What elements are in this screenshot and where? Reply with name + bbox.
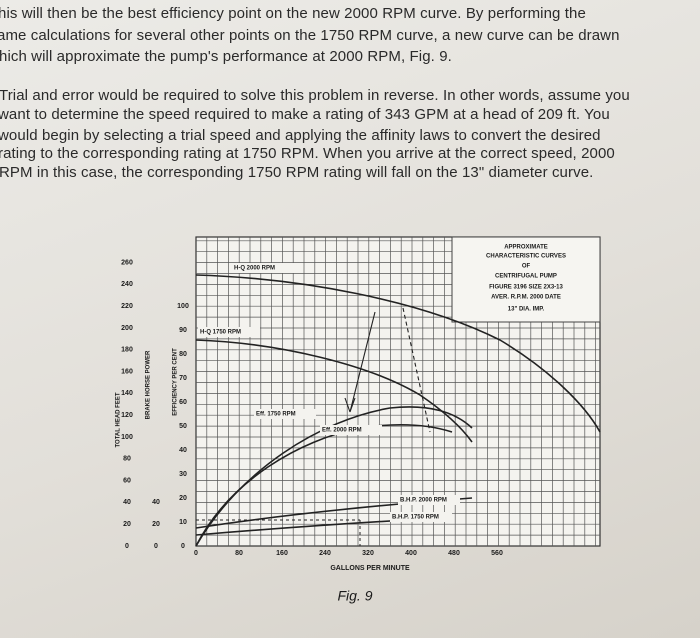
efficiency-tick-label: 90 — [179, 327, 187, 334]
x-axis-title: GALLONS PER MINUTE — [330, 565, 410, 572]
curve-label: B.H.P. 1750 RPM — [392, 515, 439, 521]
label-backdrop — [232, 263, 294, 273]
box-line: 13" DIA. IMP. — [508, 307, 545, 313]
head-tick-label: 100 — [121, 434, 133, 441]
head-tick-label: 260 — [121, 259, 133, 266]
head-tick-label: 160 — [121, 368, 133, 375]
figure-caption: Fig. 9 — [337, 588, 372, 604]
efficiency-tick-label: 10 — [179, 519, 187, 526]
label-backdrop — [390, 512, 452, 522]
head-tick-label: 220 — [121, 303, 133, 310]
head-tick-label: 180 — [121, 347, 133, 354]
text-line: would begin by selecting a trial speed a… — [0, 127, 601, 144]
dashed-line — [402, 307, 431, 433]
head-tick-label: 0 — [125, 543, 129, 550]
curve-label: Eff. 1750 RPM — [256, 412, 296, 418]
title-box — [451, 236, 601, 323]
box-line: APPROXIMATE — [504, 245, 548, 251]
arrow — [344, 311, 376, 413]
hp-axis-title: BRAKE HORSE POWER — [146, 350, 152, 419]
hq-2000-curve — [195, 274, 601, 433]
head-tick-label: 40 — [123, 499, 131, 506]
curve-label: Eff. 2000 RPM — [322, 428, 362, 434]
efficiency-axis-title: EFFICIENCY PER CENT — [173, 348, 179, 416]
head-axis-title: TOTAL HEAD FEET — [116, 392, 122, 447]
head-tick-label: 240 — [121, 281, 133, 288]
efficiency-tick-label: 50 — [179, 423, 187, 430]
head-tick-label: 60 — [123, 477, 131, 484]
text-line: want to determine the speed required to … — [0, 106, 610, 123]
label-backdrop — [198, 327, 260, 337]
efficiency-tick-label: 0 — [181, 543, 185, 550]
text-line: hich will approximate the pump's perform… — [0, 48, 452, 65]
text-line: his will then be the best efficiency poi… — [0, 5, 586, 22]
hp-tick-label: 0 — [154, 543, 158, 550]
eff-2000-curve — [195, 406, 473, 547]
x-tick-label: 0 — [194, 550, 198, 557]
box-line: FIGURE 3196 SIZE 2X3-13 — [489, 285, 563, 291]
x-tick-label: 560 — [491, 550, 503, 557]
label-backdrop — [254, 409, 316, 419]
efficiency-tick-label: 80 — [179, 351, 187, 358]
label-backdrop — [320, 425, 382, 435]
efficiency-tick-label: 70 — [179, 375, 187, 382]
text-line: ame calculations for several other point… — [0, 27, 620, 44]
box-line: AVER. R.P.M. 2000 DATE — [491, 295, 561, 301]
text-line: RPM in this case, the corresponding 1750… — [0, 164, 594, 181]
x-tick-label: 80 — [235, 550, 243, 557]
head-tick-label: 140 — [121, 390, 133, 397]
x-tick-label: 320 — [362, 550, 374, 557]
x-tick-label: 160 — [276, 550, 288, 557]
box-line: CENTRIFUGAL PUMP — [495, 274, 557, 280]
box-line: OF — [522, 264, 531, 270]
dashed-line — [196, 519, 361, 546]
head-tick-label: 20 — [123, 521, 131, 528]
text-line: Trial and error would be required to sol… — [0, 87, 630, 104]
curve-label: B.H.P. 2000 RPM — [400, 498, 447, 504]
x-tick-label: 480 — [448, 550, 460, 557]
efficiency-tick-label: 60 — [179, 399, 187, 406]
x-tick-label: 400 — [405, 550, 417, 557]
hp-tick-label: 40 — [152, 499, 160, 506]
efficiency-tick-label: 40 — [179, 447, 187, 454]
efficiency-tick-label: 30 — [179, 471, 187, 478]
box-line: CHARACTERISTIC CURVES — [486, 254, 566, 260]
hq-1750-curve — [195, 339, 473, 443]
head-tick-label: 200 — [121, 325, 133, 332]
x-tick-label: 240 — [319, 550, 331, 557]
curve-label: H-Q 2000 RPM — [234, 266, 275, 272]
head-tick-label: 80 — [123, 456, 131, 463]
label-backdrop — [398, 495, 460, 505]
efficiency-tick-label: 20 — [179, 495, 187, 502]
head-tick-label: 120 — [121, 412, 133, 419]
hp-tick-label: 20 — [152, 521, 160, 528]
curve-label: H-Q 1750 RPM — [200, 330, 241, 336]
text-line: rating to the corresponding rating at 17… — [0, 145, 615, 162]
efficiency-tick-label: 100 — [177, 303, 189, 310]
